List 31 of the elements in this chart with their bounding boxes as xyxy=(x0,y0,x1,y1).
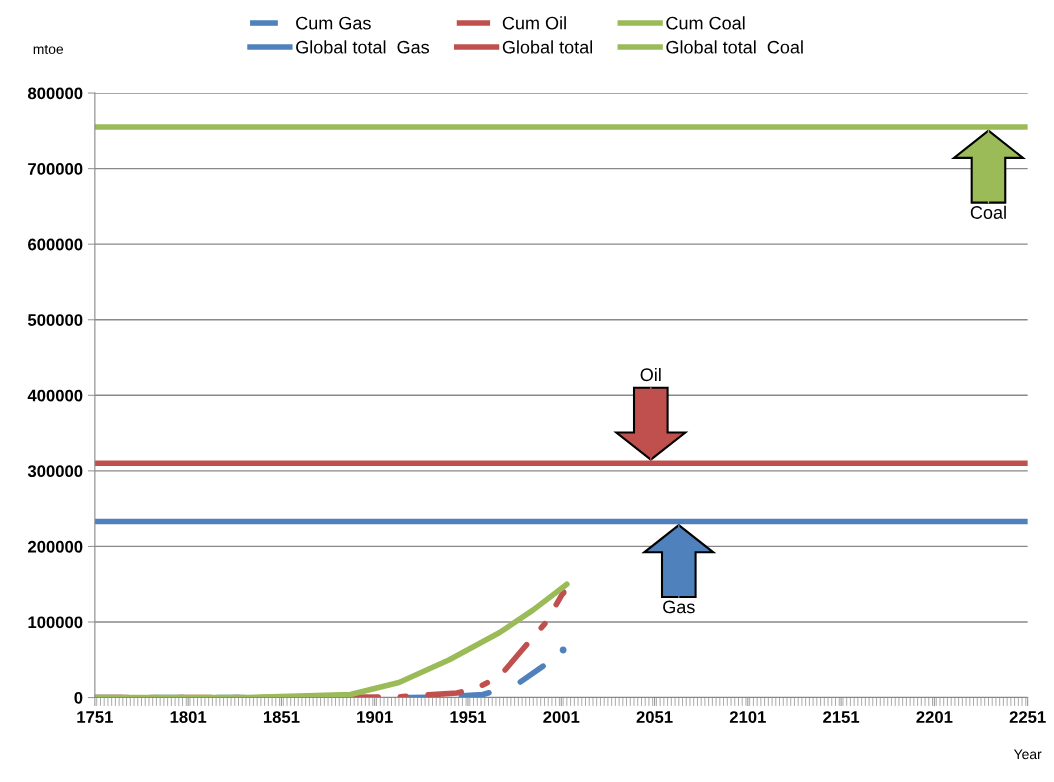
legend-label: Global total Coal xyxy=(666,40,803,54)
legend-label: Global total Gas xyxy=(296,40,430,54)
annotation: Oil xyxy=(640,367,661,382)
legend-label: Cum Oil xyxy=(502,16,566,30)
x-tick-label: 1851 xyxy=(263,711,300,723)
x-tick-label: 2201 xyxy=(916,711,953,723)
x-tick-label: 1751 xyxy=(77,711,113,723)
y-tick-label: 800000 xyxy=(27,87,83,100)
legend-label: Global total xyxy=(502,40,593,54)
y-tick-label: 700000 xyxy=(28,163,83,175)
x-tick-label: 2251 xyxy=(1009,711,1046,723)
y-axis-title: mtoe xyxy=(33,44,64,55)
x-tick-label: 1801 xyxy=(170,711,207,723)
y-tick-label: 200000 xyxy=(28,540,83,553)
y-tick-label: 0 xyxy=(74,691,83,704)
y-tick-label: 600000 xyxy=(28,238,83,251)
legend-label: Cum Coal xyxy=(666,16,745,30)
x-axis-title: Year xyxy=(1013,749,1042,760)
y-tick-label: 500000 xyxy=(27,314,83,326)
y-tick-label: 300000 xyxy=(27,465,83,478)
annotation: Coal xyxy=(970,205,1006,219)
annotation: Gas xyxy=(663,600,695,614)
x-tick-label: 1951 xyxy=(450,711,487,723)
x-tick-label: 2051 xyxy=(636,711,673,723)
x-tick-label: 1901 xyxy=(357,711,393,723)
legend-label: Cum Gas xyxy=(296,16,371,30)
y-tick-label: 100000 xyxy=(28,616,83,629)
x-tick-label: 2101 xyxy=(729,711,766,723)
y-tick-label: 400000 xyxy=(27,389,83,402)
x-tick-label: 2001 xyxy=(543,711,580,723)
x-tick-label: 2151 xyxy=(823,711,860,723)
